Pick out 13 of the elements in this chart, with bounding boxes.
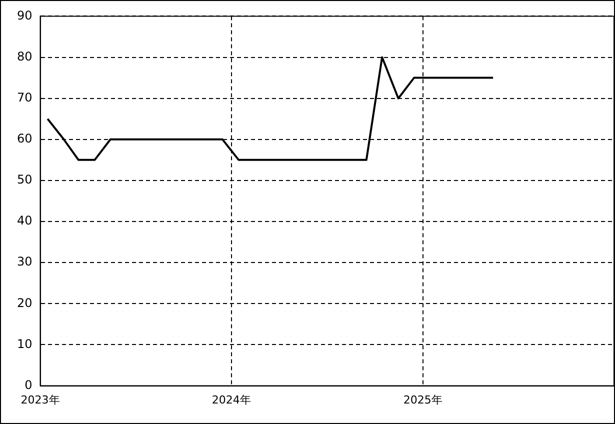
y-tick-label: 70 bbox=[16, 90, 32, 104]
y-tick-label: 60 bbox=[16, 132, 32, 146]
y-tick-label: 50 bbox=[16, 172, 32, 187]
x-tick-label: 2025年 bbox=[403, 393, 442, 406]
y-tick-label: 30 bbox=[16, 254, 32, 269]
y-tick-label: 90 bbox=[16, 8, 32, 22]
y-tick-label: 80 bbox=[16, 49, 32, 64]
x-tick-label: 2023年 bbox=[20, 393, 60, 406]
x-tick-label: 2024年 bbox=[212, 393, 251, 406]
y-tick-label: 20 bbox=[16, 296, 32, 310]
y-tick-label: 40 bbox=[16, 214, 32, 228]
y-tick-label: 0 bbox=[24, 378, 32, 392]
y-tick-label: 10 bbox=[16, 336, 32, 351]
